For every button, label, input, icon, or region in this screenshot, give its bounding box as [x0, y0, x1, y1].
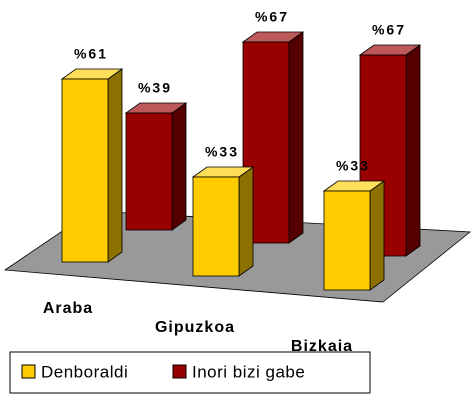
bar-front — [125, 112, 173, 231]
legend-swatch — [172, 364, 187, 379]
legend — [9, 351, 371, 394]
bar-front — [61, 78, 109, 263]
x-tick-label: Bizkaia — [291, 338, 353, 355]
bar-side — [288, 31, 304, 244]
value-label: %33 — [336, 158, 370, 174]
bar — [241, 31, 305, 244]
legend-swatch — [21, 364, 36, 379]
bar — [124, 102, 188, 231]
bar-side — [369, 180, 385, 291]
x-tick-label: Gipuzkoa — [155, 319, 235, 336]
legend-label: Denboraldi — [41, 362, 128, 381]
bar-side — [171, 102, 187, 231]
bar-side — [405, 44, 421, 257]
value-label: %67 — [255, 9, 289, 25]
value-label: %39 — [138, 80, 172, 96]
bar-front — [192, 176, 240, 277]
bar-front — [323, 190, 371, 291]
value-label: %33 — [205, 144, 239, 160]
bar — [191, 166, 255, 277]
x-tick-label: Araba — [43, 300, 93, 317]
bar-side — [107, 68, 123, 263]
legend-label: Inori bizi gabe — [192, 362, 305, 381]
bar — [322, 180, 386, 291]
bar-side — [238, 166, 254, 277]
value-label: %61 — [74, 46, 108, 62]
value-label: %67 — [372, 22, 406, 38]
bar — [60, 68, 124, 263]
